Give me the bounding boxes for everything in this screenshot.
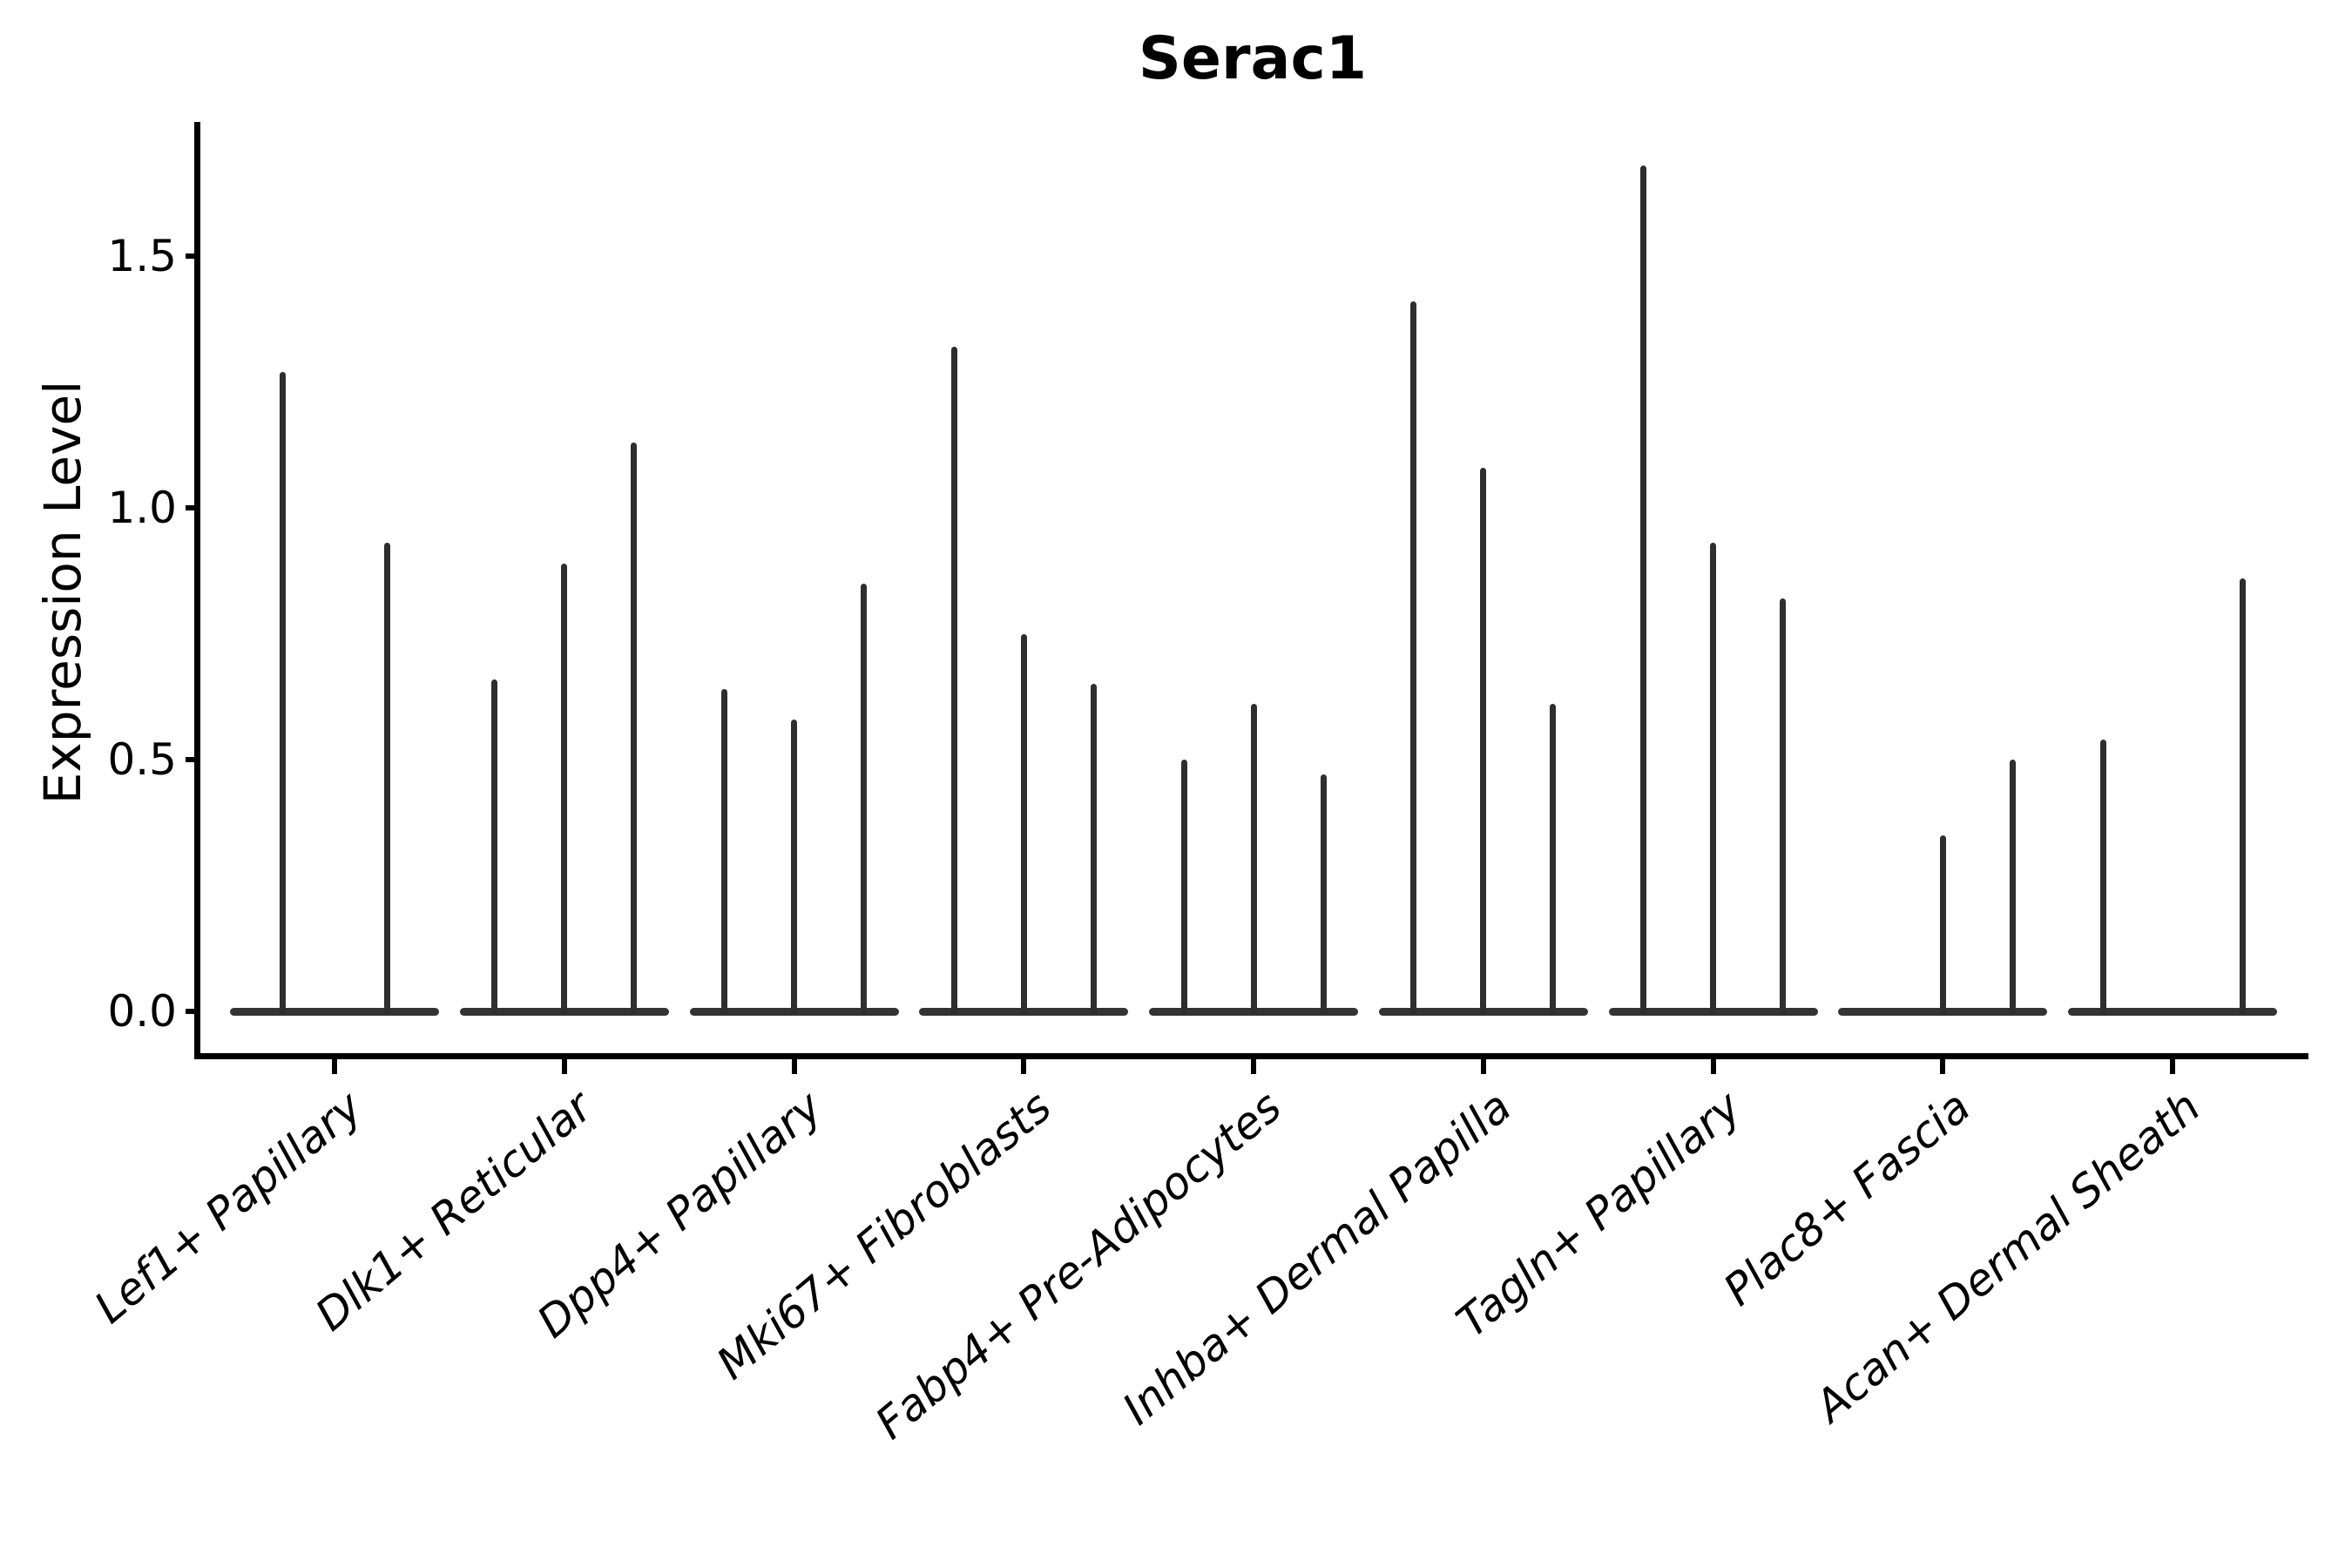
- x-tick-mark: [1021, 1059, 1027, 1074]
- x-tick-mark: [561, 1059, 567, 1074]
- violin-spike: [1640, 165, 1646, 1014]
- violin-spike: [279, 371, 286, 1014]
- violin-spike: [861, 583, 867, 1014]
- violin-spike: [1020, 633, 1027, 1014]
- x-tick-mark: [2170, 1059, 2175, 1074]
- violin-spike: [2239, 578, 2246, 1014]
- y-tick-mark: [186, 253, 199, 259]
- x-tick-mark: [1480, 1059, 1486, 1074]
- violin-spike: [2099, 739, 2106, 1014]
- y-tick-mark: [186, 1009, 199, 1014]
- violin-spike: [561, 563, 568, 1014]
- x-axis-spine: [194, 1053, 2308, 1059]
- y-tick-mark: [186, 757, 199, 762]
- x-tick-mark: [791, 1059, 797, 1074]
- violin-spike: [2009, 760, 2016, 1014]
- y-tick-label: 0.0: [107, 986, 177, 1037]
- y-tick-label: 1.5: [107, 231, 177, 281]
- violin-spike: [791, 719, 797, 1014]
- violin-spike: [383, 543, 390, 1014]
- violin-spike: [721, 689, 727, 1014]
- y-axis-spine: [194, 122, 200, 1059]
- x-tick-mark: [332, 1059, 337, 1074]
- y-tick-label: 1.0: [107, 483, 177, 533]
- violin-spike: [1410, 301, 1417, 1014]
- violin-spike: [491, 679, 498, 1014]
- violin-spike: [1550, 704, 1557, 1014]
- violin-spike: [1090, 684, 1097, 1014]
- violin-base: [2068, 1007, 2277, 1016]
- violin-spike: [1710, 543, 1716, 1014]
- x-tick-mark: [1251, 1059, 1256, 1074]
- x-tick-mark: [1710, 1059, 1716, 1074]
- chart-title: Serac1: [1138, 24, 1368, 93]
- violin-base: [230, 1007, 439, 1016]
- violin-spike: [1180, 760, 1187, 1014]
- violin-spike: [1480, 467, 1487, 1014]
- violin-spike: [1250, 704, 1257, 1014]
- y-tick-mark: [186, 505, 199, 510]
- x-tick-mark: [1940, 1059, 1946, 1074]
- violin-spike: [1320, 774, 1327, 1014]
- y-tick-label: 0.5: [107, 734, 177, 785]
- violin-spike: [1780, 598, 1786, 1014]
- violin-spike: [631, 442, 638, 1014]
- violin-spike: [1939, 835, 1946, 1014]
- violin-spike: [950, 347, 957, 1014]
